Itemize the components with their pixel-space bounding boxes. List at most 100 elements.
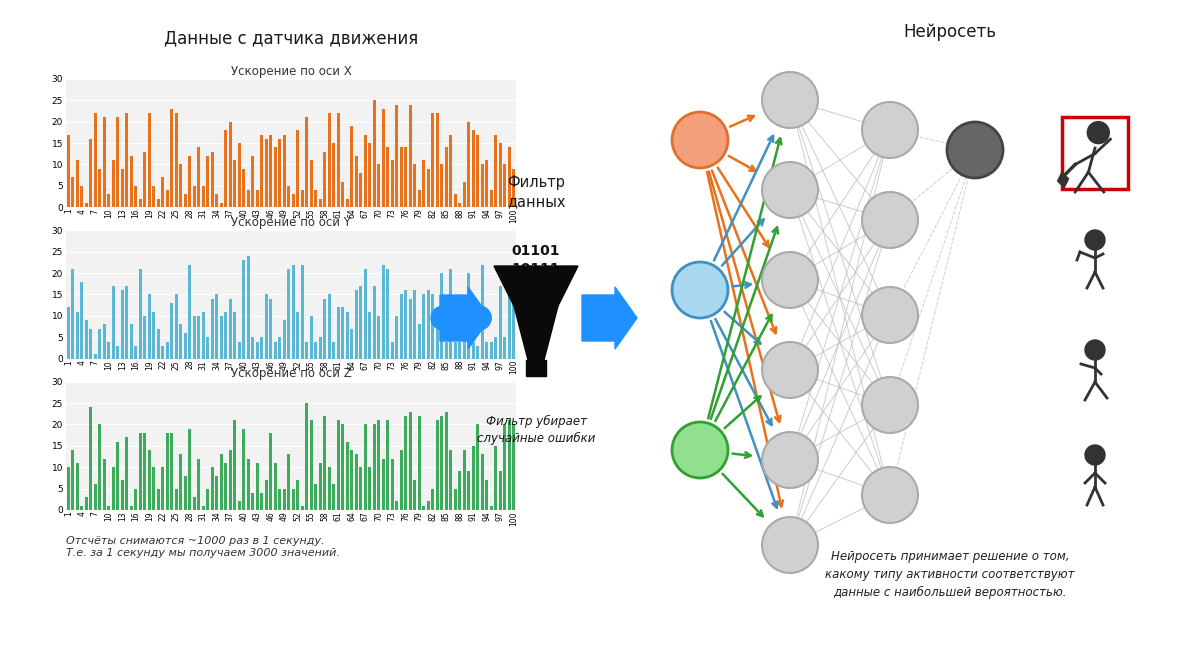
Bar [233, 160, 236, 207]
Bar [76, 160, 79, 207]
Bar [269, 299, 272, 359]
Bar [184, 333, 187, 359]
Bar [346, 312, 349, 359]
Bar [224, 312, 228, 359]
Bar [112, 160, 115, 207]
Bar [431, 295, 434, 359]
Bar [508, 147, 511, 207]
Bar [130, 505, 133, 510]
Bar [188, 265, 192, 359]
Bar [107, 342, 110, 359]
Bar [98, 328, 102, 359]
Bar [323, 151, 326, 207]
Bar [242, 429, 246, 510]
Bar [300, 265, 304, 359]
Bar [314, 190, 318, 207]
Bar [467, 122, 470, 207]
Polygon shape [526, 360, 546, 376]
Bar [305, 403, 308, 510]
Bar [512, 295, 516, 359]
Bar [404, 416, 408, 510]
Bar [174, 295, 178, 359]
Bar [364, 268, 367, 359]
Bar [408, 105, 412, 207]
Bar [377, 420, 380, 510]
Bar [116, 117, 120, 207]
Bar [431, 113, 434, 207]
Bar [238, 143, 241, 207]
Bar [476, 134, 480, 207]
Bar [179, 454, 182, 510]
Bar [382, 109, 385, 207]
Bar [346, 199, 349, 207]
Bar [418, 416, 421, 510]
Bar [350, 126, 354, 207]
Circle shape [862, 102, 918, 158]
Bar [152, 312, 156, 359]
Bar [192, 497, 196, 510]
Bar [305, 342, 308, 359]
Bar [143, 316, 146, 359]
Bar [449, 134, 452, 207]
Bar [449, 450, 452, 510]
Bar [224, 463, 228, 510]
Bar [120, 290, 124, 359]
Bar [238, 342, 241, 359]
Bar [170, 303, 174, 359]
Bar [174, 113, 178, 207]
Bar [156, 488, 160, 510]
Circle shape [762, 432, 818, 488]
Circle shape [672, 262, 728, 318]
Bar [112, 467, 115, 510]
Text: Фильтр
данных: Фильтр данных [506, 174, 565, 209]
Bar [332, 143, 336, 207]
Bar [94, 113, 97, 207]
Bar [66, 307, 70, 359]
Circle shape [672, 112, 728, 168]
Bar [80, 186, 84, 207]
Bar [444, 412, 448, 510]
Bar [440, 416, 444, 510]
Bar [228, 299, 232, 359]
Bar [220, 454, 223, 510]
Bar [476, 346, 480, 359]
Bar [170, 109, 174, 207]
Bar [166, 342, 169, 359]
Bar [102, 459, 106, 510]
Bar [138, 433, 142, 510]
Bar [278, 139, 282, 207]
Bar [233, 420, 236, 510]
Bar [323, 299, 326, 359]
Bar [76, 463, 79, 510]
Bar [472, 130, 475, 207]
Bar [148, 450, 151, 510]
Bar [318, 337, 322, 359]
Bar [66, 467, 70, 510]
Bar [224, 130, 228, 207]
Bar [467, 273, 470, 359]
Bar [251, 156, 254, 207]
Bar [454, 342, 457, 359]
Bar [125, 286, 128, 359]
Bar [210, 299, 214, 359]
Bar [368, 467, 372, 510]
Bar [310, 420, 313, 510]
Bar [112, 286, 115, 359]
Bar [377, 164, 380, 207]
Bar [341, 182, 344, 207]
Circle shape [862, 467, 918, 523]
Bar [395, 501, 398, 510]
Bar [422, 295, 426, 359]
Bar [485, 480, 488, 510]
Bar [256, 463, 259, 510]
Bar [210, 467, 214, 510]
Bar [192, 316, 196, 359]
Bar [332, 342, 336, 359]
Bar [269, 134, 272, 207]
Bar [152, 186, 156, 207]
Bar [166, 190, 169, 207]
Bar [436, 328, 439, 359]
Bar [467, 471, 470, 510]
Circle shape [762, 72, 818, 128]
Bar [449, 268, 452, 359]
